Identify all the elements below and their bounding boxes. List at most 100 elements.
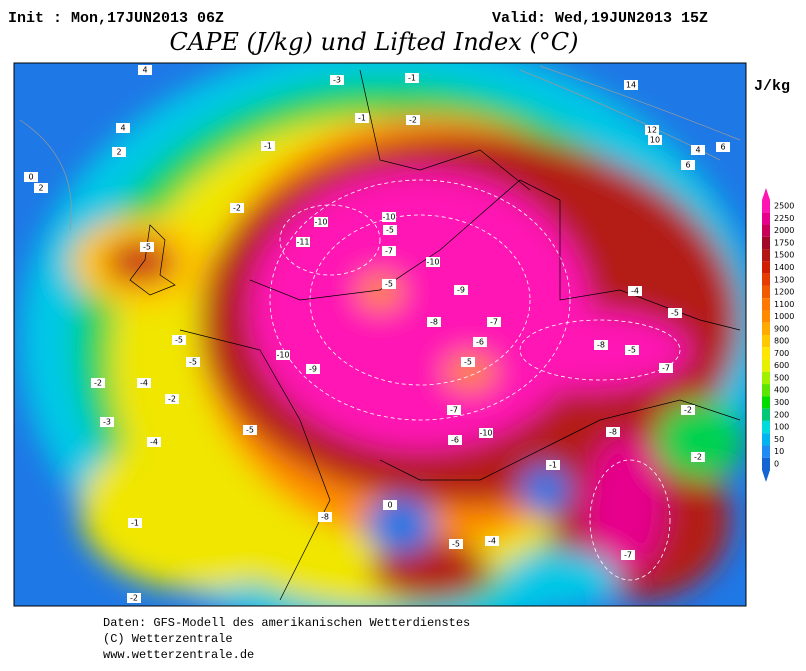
label-box xyxy=(318,512,332,522)
contour-label: -1 xyxy=(131,519,139,528)
label-box xyxy=(405,73,419,83)
contour-label: -5 xyxy=(189,358,197,367)
contour-label: -10 xyxy=(426,258,439,267)
label-box xyxy=(479,428,493,438)
contour-label: -7 xyxy=(624,551,632,560)
contour-label: -2 xyxy=(168,395,176,404)
label-box xyxy=(382,279,396,289)
contour-label: -5 xyxy=(628,346,636,355)
colorbar-swatch xyxy=(762,347,770,360)
contour-label: -2 xyxy=(94,379,102,388)
contour-label: 2 xyxy=(116,148,121,157)
colorbar-label: 1400 xyxy=(774,263,794,272)
footer-line: Daten: GFS-Modell des amerikanischen Wet… xyxy=(103,616,470,630)
label-box xyxy=(296,237,310,247)
contour-label: 6 xyxy=(685,161,690,170)
label-box xyxy=(621,550,635,560)
label-box xyxy=(624,80,638,90)
label-box xyxy=(716,142,730,152)
contour-label: -5 xyxy=(386,226,394,235)
colorbar-label: 1500 xyxy=(774,251,794,260)
contour-label: -3 xyxy=(333,76,341,85)
contour-label: -2 xyxy=(684,406,692,415)
contour-label: -9 xyxy=(457,286,465,295)
colorbar-label: 800 xyxy=(774,337,789,346)
label-box xyxy=(147,437,161,447)
colorbar-label: 2000 xyxy=(774,226,794,235)
label-box xyxy=(546,460,560,470)
contour-label: 4 xyxy=(695,146,700,155)
contour-label: -1 xyxy=(549,461,557,470)
label-box xyxy=(140,242,154,252)
contour-label: -7 xyxy=(662,364,670,373)
label-box xyxy=(473,337,487,347)
colorbar-label: 400 xyxy=(774,386,789,395)
contour-label: 0 xyxy=(387,501,392,510)
colorbar-swatch xyxy=(762,285,770,299)
contour-label: -5 xyxy=(464,358,472,367)
contour-label: -2 xyxy=(694,453,702,462)
colorbar-swatch xyxy=(762,298,770,311)
contour-label: -6 xyxy=(451,436,459,445)
label-box xyxy=(383,500,397,510)
label-box xyxy=(606,427,620,437)
contour-label: -7 xyxy=(490,318,498,327)
label-box xyxy=(681,405,695,415)
label-box xyxy=(628,286,642,296)
label-box xyxy=(91,378,105,388)
colorbar-label: 50 xyxy=(774,435,784,444)
contour-label: -2 xyxy=(233,204,241,213)
colorbar-swatch xyxy=(762,261,770,274)
contour-label: -8 xyxy=(597,341,605,350)
contour-label: -8 xyxy=(609,428,617,437)
contour-label: -5 xyxy=(452,540,460,549)
colorbar-label: 1750 xyxy=(774,238,794,247)
label-box xyxy=(100,417,114,427)
colorbar-cap xyxy=(762,470,770,482)
colorbar-swatch xyxy=(762,249,770,262)
contour-label: -9 xyxy=(309,365,317,374)
contour-label: 2 xyxy=(38,184,43,193)
label-box xyxy=(648,135,662,145)
contour-label: -1 xyxy=(358,114,366,123)
colorbar-label: 2500 xyxy=(774,202,794,211)
label-box xyxy=(306,364,320,374)
colorbar-label: 600 xyxy=(774,361,789,370)
label-box xyxy=(186,357,200,367)
unit-label: J/kg xyxy=(754,78,790,95)
label-box xyxy=(681,160,695,170)
label-box xyxy=(659,363,673,373)
map-title: CAPE (J/kg) und Lifted Index (°C) xyxy=(170,28,579,56)
contour-label: 4 xyxy=(120,124,125,133)
contour-label: -5 xyxy=(246,426,254,435)
contour-label: -4 xyxy=(488,537,496,546)
label-box xyxy=(34,183,48,193)
colorbar-swatch xyxy=(762,433,770,446)
label-box xyxy=(355,113,369,123)
map-frame xyxy=(13,62,747,607)
colorbar-cap xyxy=(762,188,770,200)
contour-label: -4 xyxy=(150,438,158,447)
colorbar-label: 1100 xyxy=(774,300,794,309)
colorbar-label: 300 xyxy=(774,398,789,407)
contour-label: -4 xyxy=(140,379,148,388)
label-box xyxy=(487,317,501,327)
contour-label: -4 xyxy=(631,287,639,296)
contour-label: -1 xyxy=(264,142,272,151)
label-box xyxy=(426,257,440,267)
label-box xyxy=(427,317,441,327)
label-box xyxy=(330,75,344,85)
colorbar-swatch xyxy=(762,212,770,225)
contour-label: -10 xyxy=(314,218,327,227)
label-box xyxy=(691,145,705,155)
label-box xyxy=(116,123,130,133)
colorbar-label: 200 xyxy=(774,410,789,419)
contour-label: -1 xyxy=(408,74,416,83)
label-box xyxy=(485,536,499,546)
contour-label: -8 xyxy=(430,318,438,327)
colorbar-label: 100 xyxy=(774,423,789,432)
label-box xyxy=(594,340,608,350)
label-box xyxy=(383,225,397,235)
contour-label: -10 xyxy=(479,429,492,438)
label-box xyxy=(137,378,151,388)
